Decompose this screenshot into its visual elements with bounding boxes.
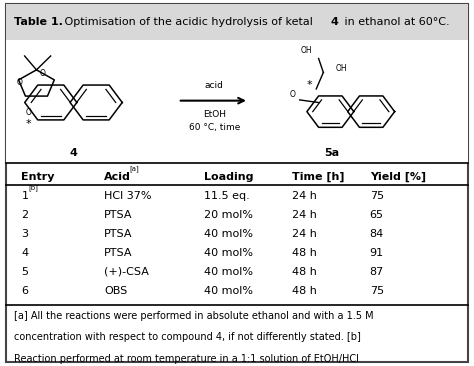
Text: 4: 4	[70, 149, 77, 158]
Text: 48 h: 48 h	[292, 267, 316, 277]
Text: 40 mol%: 40 mol%	[204, 267, 253, 277]
Text: 87: 87	[370, 267, 384, 277]
Bar	[6, 40, 468, 163]
Text: O: O	[26, 108, 32, 117]
Text: 75: 75	[370, 191, 384, 201]
Text: *: *	[26, 119, 31, 128]
Text: [b]: [b]	[28, 184, 38, 191]
Text: O: O	[16, 78, 22, 87]
Text: in ethanol at 60°C.: in ethanol at 60°C.	[341, 17, 450, 27]
Text: O: O	[40, 69, 46, 78]
Text: 40 mol%: 40 mol%	[204, 248, 253, 258]
Text: 5: 5	[21, 267, 28, 277]
Text: 1: 1	[21, 191, 28, 201]
Text: PTSA: PTSA	[104, 210, 133, 220]
Text: O: O	[290, 90, 295, 99]
Text: Entry: Entry	[21, 172, 55, 182]
Text: PTSA: PTSA	[104, 248, 133, 258]
Text: [a]: [a]	[129, 165, 139, 172]
Text: acid: acid	[205, 81, 224, 90]
Text: Reaction performed at room temperature in a 1:1 solution of EtOH/HCl: Reaction performed at room temperature i…	[14, 354, 359, 363]
Text: 40 mol%: 40 mol%	[204, 286, 253, 296]
Text: 65: 65	[370, 210, 384, 220]
Text: OH: OH	[335, 64, 347, 73]
Text: 75: 75	[370, 286, 384, 296]
Text: 91: 91	[370, 248, 384, 258]
Text: 4: 4	[21, 248, 28, 258]
Text: 4: 4	[331, 17, 339, 27]
Text: Time [h]: Time [h]	[292, 172, 344, 182]
Text: (+)-CSA: (+)-CSA	[104, 267, 149, 277]
Text: 11.5 eq.: 11.5 eq.	[204, 191, 250, 201]
Text: 24 h: 24 h	[292, 229, 316, 239]
Text: concentration with respect to compound 4, if not differently stated. [b]: concentration with respect to compound 4…	[14, 332, 361, 342]
Text: Loading: Loading	[204, 172, 253, 182]
Text: PTSA: PTSA	[104, 229, 133, 239]
Text: OH: OH	[301, 46, 312, 55]
Text: 60 °C, time: 60 °C, time	[189, 123, 240, 132]
Text: Yield [%]: Yield [%]	[370, 172, 426, 182]
Text: 6: 6	[21, 286, 28, 296]
Text: 24 h: 24 h	[292, 191, 316, 201]
Text: EtOH: EtOH	[203, 110, 226, 119]
Text: 24 h: 24 h	[292, 210, 316, 220]
Text: [a] All the reactions were performed in absolute ethanol and with a 1.5 M: [a] All the reactions were performed in …	[14, 311, 374, 321]
Text: Acid: Acid	[104, 172, 131, 182]
Text: 48 h: 48 h	[292, 248, 316, 258]
Text: 40 mol%: 40 mol%	[204, 229, 253, 239]
Text: 48 h: 48 h	[292, 286, 316, 296]
Text: 84: 84	[370, 229, 384, 239]
Text: Table 1.: Table 1.	[14, 17, 63, 27]
Text: *: *	[306, 80, 312, 90]
Text: OBS: OBS	[104, 286, 128, 296]
Text: 3: 3	[21, 229, 28, 239]
Bar	[6, 4, 468, 40]
Text: 2: 2	[21, 210, 28, 220]
Text: Optimisation of the acidic hydrolysis of ketal: Optimisation of the acidic hydrolysis of…	[61, 17, 316, 27]
Text: 20 mol%: 20 mol%	[204, 210, 253, 220]
Text: 5a: 5a	[324, 149, 339, 158]
Text: HCl 37%: HCl 37%	[104, 191, 152, 201]
